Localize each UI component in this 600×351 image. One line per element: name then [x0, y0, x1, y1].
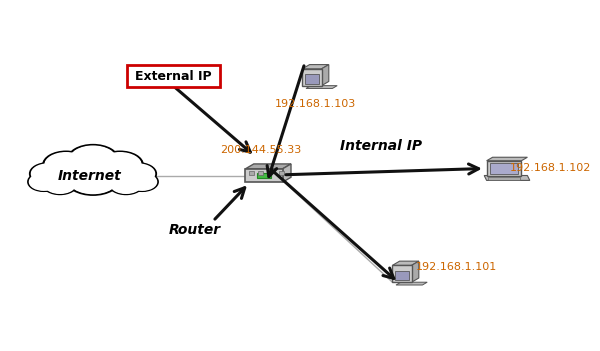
Circle shape	[52, 159, 98, 185]
Circle shape	[127, 173, 158, 191]
FancyBboxPatch shape	[245, 169, 283, 182]
Circle shape	[28, 173, 59, 191]
Circle shape	[30, 163, 66, 184]
FancyBboxPatch shape	[395, 271, 409, 280]
Text: 192.168.1.102: 192.168.1.102	[510, 163, 592, 173]
Circle shape	[120, 163, 156, 184]
Text: Router: Router	[169, 223, 221, 237]
Polygon shape	[484, 176, 530, 180]
Circle shape	[43, 174, 77, 194]
FancyBboxPatch shape	[279, 171, 284, 175]
FancyBboxPatch shape	[257, 173, 271, 178]
Polygon shape	[322, 65, 329, 86]
Polygon shape	[283, 164, 291, 182]
Circle shape	[68, 145, 118, 174]
Polygon shape	[302, 65, 329, 69]
FancyBboxPatch shape	[302, 69, 322, 86]
Polygon shape	[245, 164, 291, 169]
Polygon shape	[412, 261, 419, 282]
Circle shape	[54, 160, 96, 184]
Text: Internet: Internet	[58, 168, 122, 183]
FancyBboxPatch shape	[392, 265, 412, 282]
Circle shape	[43, 152, 89, 178]
Circle shape	[68, 165, 118, 193]
Circle shape	[70, 146, 116, 173]
FancyBboxPatch shape	[490, 163, 518, 174]
FancyBboxPatch shape	[249, 171, 254, 175]
Text: External IP: External IP	[135, 70, 212, 83]
Circle shape	[45, 153, 87, 177]
Circle shape	[88, 159, 134, 185]
Circle shape	[66, 163, 120, 195]
Circle shape	[99, 153, 141, 177]
Circle shape	[110, 175, 142, 193]
FancyBboxPatch shape	[258, 171, 263, 175]
Text: Internal IP: Internal IP	[340, 139, 422, 153]
FancyBboxPatch shape	[488, 177, 520, 180]
Text: 192.168.1.103: 192.168.1.103	[274, 99, 356, 108]
Polygon shape	[396, 282, 427, 285]
Circle shape	[128, 173, 157, 190]
Polygon shape	[487, 157, 527, 161]
Circle shape	[44, 175, 76, 193]
Circle shape	[121, 164, 155, 184]
Circle shape	[29, 173, 58, 190]
Text: 192.168.1.101: 192.168.1.101	[415, 262, 497, 272]
FancyBboxPatch shape	[305, 74, 319, 84]
FancyBboxPatch shape	[127, 65, 220, 87]
Circle shape	[97, 152, 143, 178]
Circle shape	[90, 160, 132, 184]
Text: 200.144.55.33: 200.144.55.33	[220, 145, 302, 155]
Circle shape	[31, 164, 65, 184]
Circle shape	[109, 174, 143, 194]
FancyBboxPatch shape	[487, 161, 521, 176]
Polygon shape	[392, 261, 419, 265]
Polygon shape	[306, 86, 337, 88]
